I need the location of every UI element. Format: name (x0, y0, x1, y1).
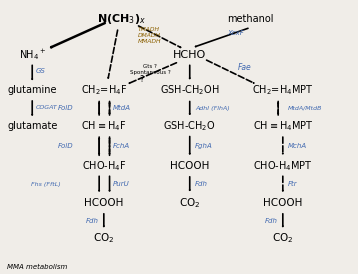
Text: MchA: MchA (288, 143, 307, 149)
Text: HCOOH: HCOOH (263, 198, 303, 208)
Text: TMADH
DMADH
MMADH: TMADH DMADH MMADH (138, 27, 161, 44)
Text: FchA: FchA (113, 143, 130, 149)
Text: CH$\equiv$H$_4$MPT: CH$\equiv$H$_4$MPT (253, 119, 313, 133)
Text: HCOOH: HCOOH (170, 161, 209, 171)
Text: GSH-CH$_2$O: GSH-CH$_2$O (164, 119, 216, 133)
Text: GS: GS (36, 68, 46, 74)
Text: CH$_2$=H$_4$MPT: CH$_2$=H$_4$MPT (252, 84, 314, 97)
Text: PurU: PurU (113, 181, 130, 187)
Text: CH$\equiv$H$_4$F: CH$\equiv$H$_4$F (81, 119, 126, 133)
Text: GSH-CH$_2$OH: GSH-CH$_2$OH (160, 84, 219, 97)
Text: Fdh: Fdh (86, 218, 98, 224)
Text: CHO-H$_4$F: CHO-H$_4$F (82, 159, 126, 173)
Text: CH$_2$=H$_4$F: CH$_2$=H$_4$F (81, 84, 127, 97)
Text: CO$_2$: CO$_2$ (272, 232, 294, 245)
Text: MtdA: MtdA (113, 105, 131, 111)
Text: Ftr: Ftr (288, 181, 298, 187)
Text: NH$_4$$^+$: NH$_4$$^+$ (19, 47, 46, 62)
Text: Fhs (FftL): Fhs (FftL) (31, 182, 61, 187)
Text: glutamine: glutamine (8, 85, 57, 95)
Text: CO$_2$: CO$_2$ (179, 196, 200, 210)
Text: FolD: FolD (58, 143, 73, 149)
Text: Fdh: Fdh (265, 218, 277, 224)
Text: COGAT: COGAT (36, 105, 58, 110)
Text: MMA metabolism: MMA metabolism (7, 264, 68, 270)
Text: MtdA/MtdB: MtdA/MtdB (287, 106, 322, 111)
Text: ?: ? (139, 75, 144, 84)
Text: Gts ?
Spontaneous ?: Gts ? Spontaneous ? (130, 64, 171, 75)
Text: methanol: methanol (227, 14, 274, 24)
Text: Fae: Fae (238, 64, 252, 72)
Text: Fdh: Fdh (195, 181, 208, 187)
Text: FghA: FghA (195, 143, 213, 149)
Text: N(CH$_3$)$_x$: N(CH$_3$)$_x$ (97, 12, 146, 26)
Text: HCOOH: HCOOH (84, 198, 124, 208)
Text: CHO-H$_4$MPT: CHO-H$_4$MPT (253, 159, 313, 173)
Text: XcxF: XcxF (227, 30, 244, 36)
Text: AdhI (FlhA): AdhI (FlhA) (195, 106, 230, 111)
Text: HCHO: HCHO (173, 50, 206, 60)
Text: glutamate: glutamate (7, 121, 57, 131)
Text: FolD: FolD (58, 105, 73, 111)
Text: CO$_2$: CO$_2$ (93, 232, 115, 245)
